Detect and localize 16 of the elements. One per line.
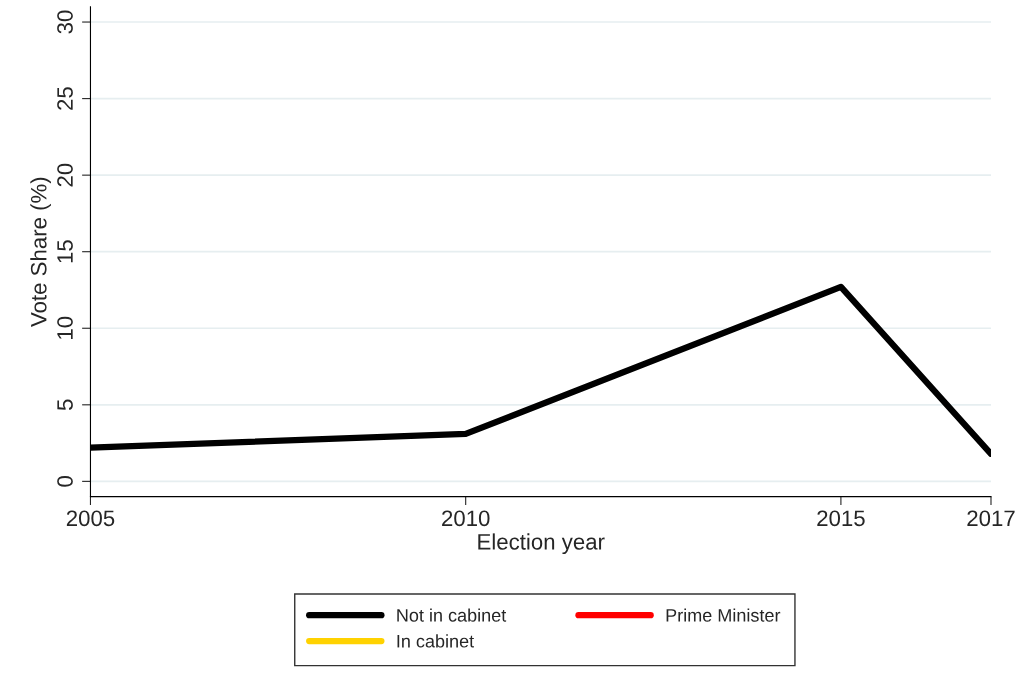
x-tick-label: 2017 xyxy=(967,510,1015,527)
x-tick-label: 2015 xyxy=(817,510,865,527)
y-tick-label: 0 xyxy=(57,476,73,487)
y-tick-label: 15 xyxy=(57,240,73,263)
y-tick-label: 20 xyxy=(57,163,73,187)
x-tick-label: 2005 xyxy=(66,510,115,527)
y-tick-label: 25 xyxy=(57,87,73,110)
y-axis-title: Vote Share (%) xyxy=(30,177,51,327)
y-tick-label: 10 xyxy=(57,316,73,339)
x-tick-label: 2010 xyxy=(442,510,490,527)
y-tick-label: 5 xyxy=(57,399,73,411)
legend-label: Not in cabinet xyxy=(397,608,507,622)
y-tick-label: 30 xyxy=(57,10,73,34)
x-axis-title: Election year xyxy=(478,533,605,555)
legend-label: In cabinet xyxy=(397,634,475,648)
legend-label: Prime Minister xyxy=(666,608,781,622)
